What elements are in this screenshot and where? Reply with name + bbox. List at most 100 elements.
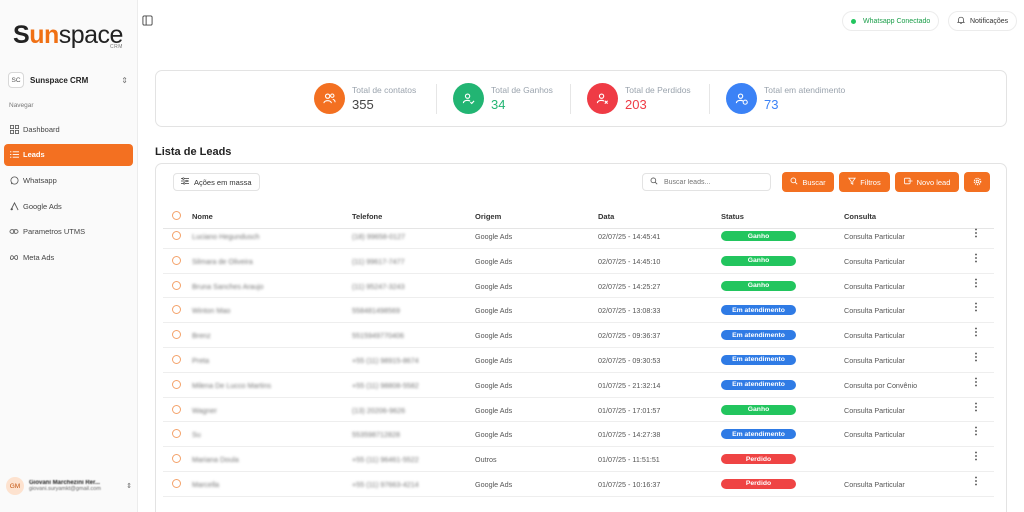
chevron-up-down-icon: ⇕ — [121, 75, 128, 85]
lead-name[interactable]: Luciano Hegundusch — [192, 232, 260, 241]
table-row[interactable]: Mariana Doula +55 (11) 96461-5522 Outros 01… — [163, 447, 994, 472]
row-select-radio[interactable] — [172, 478, 181, 488]
lead-name[interactable]: Bruna Sanches Araujo — [192, 281, 264, 291]
lead-consult: Consulta Particular — [844, 355, 905, 365]
table-row[interactable]: Winton Mao 558481498569 Google Ads 02/07/25… — [163, 298, 994, 324]
sidebar-item-label: Parametros UTMS — [23, 227, 86, 237]
table-row[interactable]: Bruna Sanches Araujo (11) 95247-3243 Googl… — [163, 274, 994, 299]
column-header-phone[interactable]: Telefone — [352, 212, 383, 221]
status-badge: Ganho — [721, 255, 796, 266]
lead-origin: Google Ads — [475, 306, 513, 316]
more-vertical-icon[interactable]: ⋮ — [971, 451, 981, 463]
lead-name[interactable]: Milena De Lucco Martins — [192, 380, 272, 390]
table-row[interactable]: Su 553598712828 Google Ads 01/07/25 - 14:27… — [163, 422, 994, 448]
table-row[interactable]: Brenz 5515949770406 Google Ads 02/07/25 - 0… — [163, 323, 994, 348]
sliders-icon — [181, 177, 189, 187]
table-row[interactable]: Milena De Lucco Martins +55 (11) 98808-55… — [163, 373, 994, 398]
more-vertical-icon[interactable]: ⋮ — [971, 376, 981, 388]
more-vertical-icon[interactable]: ⋮ — [971, 351, 981, 363]
logo-part-1: S — [13, 21, 30, 49]
sidebar-item-google-ads[interactable]: Google Ads — [4, 195, 133, 217]
filters-button[interactable]: Filtros — [839, 172, 890, 192]
new-lead-button[interactable]: Novo lead — [895, 172, 959, 192]
row-select-radio[interactable] — [172, 454, 181, 464]
lead-date: 02/07/25 - 09:36:37 — [598, 331, 661, 341]
select-all-radio[interactable] — [172, 211, 181, 220]
settings-button[interactable] — [964, 172, 990, 192]
row-select-radio[interactable] — [172, 305, 181, 315]
chevron-up-down-icon: ⇕ — [126, 483, 132, 490]
more-vertical-icon[interactable]: ⋮ — [971, 327, 981, 339]
row-select-radio[interactable] — [172, 429, 181, 439]
more-vertical-icon[interactable]: ⋮ — [971, 252, 981, 264]
status-badge: Perdido — [721, 454, 796, 465]
lead-phone: +55 (11) 98808-5582 — [352, 380, 419, 390]
sidebar-item-dashboard[interactable]: Dashboard — [4, 118, 133, 140]
user-x-icon — [587, 83, 618, 114]
column-header-status[interactable]: Status — [721, 212, 744, 221]
table-row[interactable]: Preta +55 (11) 98915-8674 Google Ads 02/07/… — [163, 348, 994, 373]
row-select-radio[interactable] — [172, 255, 181, 265]
status-badge: Em atendimento — [721, 305, 796, 316]
link-icon — [9, 227, 19, 237]
more-vertical-icon[interactable]: ⋮ — [971, 426, 981, 438]
more-vertical-icon[interactable]: ⋮ — [971, 228, 981, 239]
search-input[interactable] — [664, 178, 764, 186]
lead-name[interactable]: Marcella — [192, 479, 220, 489]
leads-card — [155, 163, 1007, 512]
sidebar-item-meta-ads[interactable]: Meta Ads — [4, 246, 133, 268]
lead-name[interactable]: Su — [192, 430, 201, 440]
search-button[interactable]: Buscar — [782, 172, 834, 192]
table-row[interactable]: Luciano Hegundusch (18) 99658-0127 Google … — [163, 224, 994, 249]
stat-total-atendimento: Total em atendimento 73 — [726, 83, 845, 114]
lead-phone: +55 (11) 98915-8674 — [352, 355, 419, 365]
sidebar-item-parametros-utms[interactable]: Parametros UTMS — [4, 221, 133, 243]
lead-origin: Google Ads — [475, 479, 513, 489]
row-select-radio[interactable] — [172, 280, 181, 290]
lead-name[interactable]: Preta — [192, 355, 210, 365]
table-row[interactable]: Marcella +55 (11) 97663-4214 Google Ads 01/… — [163, 472, 994, 497]
row-select-radio[interactable] — [172, 330, 181, 340]
bulk-actions-button[interactable]: Ações em massa — [173, 173, 260, 191]
lead-phone: 558481498569 — [352, 306, 400, 316]
team-switcher[interactable]: SC Sunspace CRM ⇕ — [8, 70, 132, 90]
lead-phone: +55 (11) 96461-5522 — [352, 455, 419, 465]
row-select-radio[interactable] — [172, 354, 181, 364]
user-menu[interactable]: GM Giovani Marchezini Rer... giovani.sur… — [6, 474, 132, 498]
lead-name[interactable]: Silmara de Oliveira — [192, 256, 253, 266]
more-vertical-icon[interactable]: ⋮ — [971, 401, 981, 413]
sidebar-item-whatsapp[interactable]: Whatsapp — [4, 169, 133, 191]
sidebar-item-leads[interactable]: Leads — [4, 143, 133, 166]
stat-total-perdidos: Total de Perdidos 203 — [587, 83, 691, 114]
more-vertical-icon[interactable]: ⋮ — [971, 475, 981, 487]
whatsapp-status-badge[interactable]: Whatsapp Conectado — [842, 11, 940, 31]
table-row[interactable]: Silmara de Oliveira (11) 99617-7477 Google… — [163, 249, 994, 274]
lead-consult: Consulta Particular — [844, 256, 905, 266]
column-header-consult[interactable]: Consulta — [844, 212, 877, 221]
sidebar-toggle-icon[interactable] — [142, 13, 154, 26]
more-vertical-icon[interactable]: ⋮ — [971, 302, 981, 314]
notifications-button[interactable]: Notificações — [948, 11, 1018, 31]
lead-consult: Consulta Particular — [844, 281, 905, 291]
row-select-radio[interactable] — [172, 404, 181, 414]
lead-name[interactable]: Mariana Doula — [192, 455, 239, 465]
column-header-name[interactable]: Nome — [192, 212, 213, 221]
more-vertical-icon[interactable]: ⋮ — [971, 277, 981, 289]
status-badge: Em atendimento — [721, 429, 796, 440]
lead-name[interactable]: Wagner — [192, 405, 217, 415]
row-select-radio[interactable] — [172, 231, 181, 240]
status-badge: Ganho — [721, 231, 796, 241]
search-field[interactable] — [642, 173, 771, 191]
lead-phone: 5515949770406 — [352, 331, 404, 341]
team-initials: SC — [8, 72, 24, 88]
lead-name[interactable]: Winton Mao — [192, 306, 231, 316]
lead-name[interactable]: Brenz — [192, 331, 211, 341]
whatsapp-icon — [9, 175, 19, 185]
logo[interactable]: Sunspace — [13, 22, 123, 48]
stat-value: 355 — [352, 97, 374, 112]
row-select-radio[interactable] — [172, 379, 181, 389]
column-header-date[interactable]: Data — [598, 212, 615, 221]
table-header: Nome Telefone Origem Data Status Consult… — [163, 205, 994, 229]
table-row[interactable]: Wagner (13) 20206-9626 Google Ads 01/07/25 … — [163, 398, 994, 423]
column-header-origin[interactable]: Origem — [475, 212, 502, 221]
